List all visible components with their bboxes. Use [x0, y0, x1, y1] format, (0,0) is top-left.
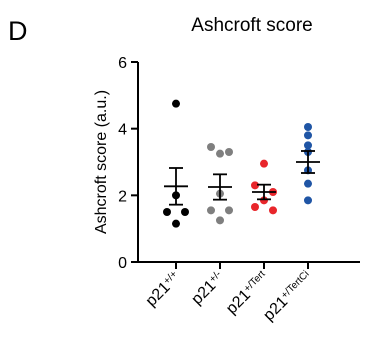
data-point: [163, 208, 171, 216]
group-1: [163, 99, 189, 228]
x-tick-label: p21+/TertCi: [260, 268, 316, 324]
group-2: [207, 143, 233, 225]
data-point: [225, 206, 233, 215]
x-tick-label: p21+/-: [188, 268, 228, 308]
data-point: [181, 208, 189, 216]
data-point: [304, 179, 312, 188]
group-4: [296, 123, 320, 205]
y-axis-label: Ashcroft score (a.u.): [93, 90, 110, 234]
data-point: [304, 196, 312, 205]
data-point: [260, 196, 268, 205]
y-tick-label: 0: [118, 255, 127, 272]
data-point: [216, 149, 224, 158]
y-axis-ticks: 0 2 4 6: [118, 55, 138, 272]
x-tick-label: p21+/+: [142, 268, 184, 310]
data-point: [269, 206, 277, 215]
data-point: [172, 219, 180, 228]
data-point: [216, 216, 224, 225]
y-tick-label: 6: [118, 55, 127, 72]
panel-label: D: [8, 16, 28, 46]
data-point: [251, 181, 259, 190]
data-point: [304, 141, 312, 150]
group-3: [251, 159, 277, 215]
y-tick-label: 4: [118, 122, 127, 139]
data-point: [207, 206, 215, 215]
data-point: [260, 159, 268, 168]
data-point: [172, 99, 180, 108]
data-point: [225, 148, 233, 156]
chart-title: Ashcroft score: [191, 15, 312, 36]
data-point: [304, 131, 312, 140]
data-point: [304, 123, 312, 131]
x-tick-label-superscript: +/Tert: [242, 268, 268, 294]
y-tick-label: 2: [118, 188, 127, 205]
data-point: [207, 143, 215, 151]
data-groups: [163, 99, 320, 228]
data-point: [251, 203, 259, 211]
x-tick-label-superscript: +/TertCi: [279, 268, 311, 300]
